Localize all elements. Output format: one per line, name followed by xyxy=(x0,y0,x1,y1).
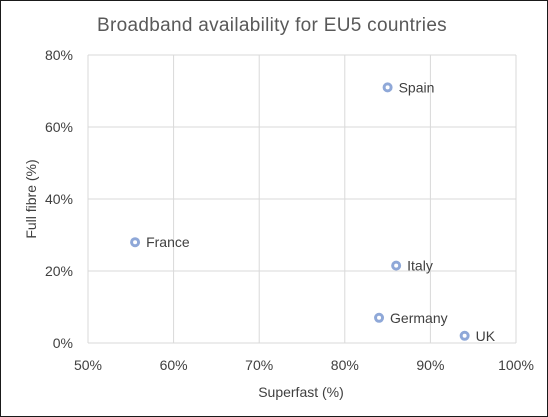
point-label-spain: Spain xyxy=(399,79,435,95)
point-label-italy: Italy xyxy=(407,258,433,274)
x-axis-title: Superfast (%) xyxy=(258,384,344,400)
x-tick-label: 80% xyxy=(331,357,359,373)
point-label-france: France xyxy=(146,234,190,250)
gridlines xyxy=(87,54,517,344)
data-point-france xyxy=(130,237,141,248)
data-point-uk xyxy=(459,330,470,341)
y-tick-label: 80% xyxy=(45,47,73,63)
y-axis-title: Full fibre (%) xyxy=(23,159,39,238)
x-tick-label: 50% xyxy=(74,357,102,373)
data-points: Spain France Italy Germany UK xyxy=(130,79,496,344)
data-point-italy xyxy=(391,260,402,271)
x-tick-label: 100% xyxy=(498,357,534,373)
y-tick-label: 20% xyxy=(45,263,73,279)
y-tick-label: 60% xyxy=(45,119,73,135)
x-tick-label: 70% xyxy=(245,357,273,373)
y-tick-label: 40% xyxy=(45,191,73,207)
x-tick-label: 60% xyxy=(160,357,188,373)
point-label-germany: Germany xyxy=(390,310,448,326)
x-tick-label: 90% xyxy=(416,357,444,373)
y-tick-label: 0% xyxy=(53,335,73,351)
data-point-germany xyxy=(374,312,385,323)
chart-title: Broadband availability for EU5 countries xyxy=(97,15,447,36)
tick-labels: 50% 60% 70% 80% 90% 100% 0% 20% 40% 60% 80% xyxy=(45,47,534,373)
data-point-spain xyxy=(382,82,393,93)
point-label-uk: UK xyxy=(476,328,496,344)
